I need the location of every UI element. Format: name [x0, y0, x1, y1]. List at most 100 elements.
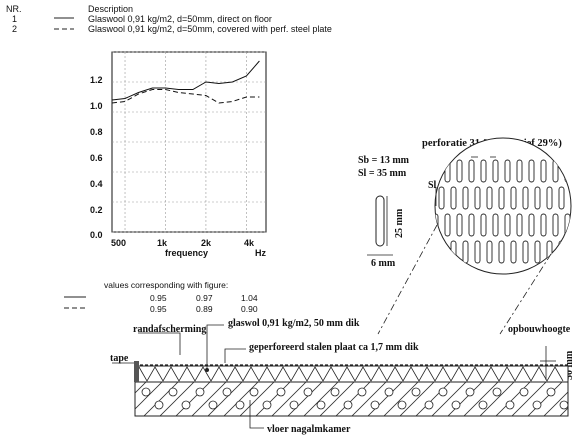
floor-void-25	[478, 400, 488, 410]
floor-slab	[134, 381, 569, 417]
slot-width-label: 6 mm	[371, 258, 396, 269]
legend-description-header: Description	[88, 4, 134, 14]
perforation-slot-7	[516, 159, 523, 183]
perforated-plate-label: geperforeerd stalen plaat ca 1,7 mm dik	[249, 342, 419, 353]
floor-void-12	[303, 387, 313, 397]
floor-void-20	[411, 387, 421, 397]
values-row-1-col-3: 1.04	[241, 293, 258, 303]
floor-void-13	[316, 400, 326, 410]
perforation-detail-circle	[434, 137, 572, 275]
perforation-slot-17	[486, 186, 493, 210]
floor-void-28	[519, 387, 529, 397]
perforation-slot-20	[522, 186, 529, 210]
floor-void-31	[559, 400, 569, 410]
perforation-slot-43	[486, 240, 493, 264]
perforation-slot-16	[474, 186, 481, 210]
perforation-slot-28	[456, 213, 463, 237]
floor-void-27	[505, 400, 515, 410]
opbouwhoogte-label: opbouwhoogte	[508, 324, 571, 335]
perforation-slot-44	[498, 240, 505, 264]
floor-void-26	[492, 387, 502, 397]
perforation-slot-47	[534, 240, 541, 264]
values-row-2-col-3: 0.90	[241, 304, 258, 314]
perforation-slot-3	[468, 159, 475, 183]
sl-value: Sl = 35 mm	[358, 168, 407, 179]
perforation-slot-9	[540, 159, 547, 183]
floor-void-0	[141, 387, 151, 397]
absorption-chart	[111, 51, 267, 233]
perforation-slot-15	[462, 186, 469, 210]
ytick-label-0-8: 0.8	[90, 127, 103, 137]
legend-row-1-text: Glaswool 0,91 kg/m2, d=50mm, direct on f…	[88, 14, 272, 24]
perforation-slot-1	[444, 159, 451, 183]
slot-example	[375, 195, 385, 247]
perforation-slot-27	[444, 213, 451, 237]
perforation-slot-36	[552, 213, 559, 237]
ytick-label-0-6: 0.6	[90, 153, 103, 163]
perforation-slot-32	[504, 213, 511, 237]
glaswol-leader	[206, 324, 224, 369]
floor-void-16	[357, 387, 367, 397]
perforation-slot-31	[492, 213, 499, 237]
perforation-slot-35	[540, 213, 547, 237]
ytick-label-0-0: 0.0	[90, 230, 103, 240]
perforation-slot-39	[438, 240, 445, 264]
floor-void-14	[330, 387, 340, 397]
glasswool-zigzag	[138, 366, 564, 382]
floor-void-6	[222, 387, 232, 397]
values-table-title: values corresponding with figure:	[104, 280, 229, 290]
vloer-leader	[249, 400, 264, 429]
series-1-line	[111, 60, 260, 101]
legend-row-2-nr: 2	[12, 24, 18, 34]
xtick-label-1k: 1k	[157, 238, 168, 248]
glaswol-label: glaswol 0,91 kg/m2, 50 mm dik	[228, 318, 360, 329]
ytick-label-0-4: 0.4	[90, 179, 103, 189]
floor-void-3	[181, 400, 191, 410]
floor-void-22	[438, 387, 448, 397]
floor-void-15	[343, 400, 353, 410]
perforation-slot-30	[480, 213, 487, 237]
floor-void-21	[424, 400, 434, 410]
values-row-2-col-2: 0.89	[196, 304, 213, 314]
detail-leader-left	[377, 224, 438, 335]
perforation-slot-19	[510, 186, 517, 210]
x-axis-label: frequency	[165, 248, 209, 258]
floor-void-23	[451, 400, 461, 410]
floor-void-2	[168, 387, 178, 397]
tape-label: tape	[110, 353, 129, 364]
perforation-slot-0	[435, 159, 439, 183]
xtick-label-4k: 4k	[244, 238, 255, 248]
randafscherming-label: randafscherming	[133, 324, 207, 335]
floor-void-8	[249, 387, 259, 397]
randafscherming-leader	[138, 332, 181, 355]
perforation-slot-13	[438, 186, 445, 210]
perforation-slot-6	[504, 159, 511, 183]
perforation-slot-5	[492, 159, 499, 183]
plate-leader	[224, 348, 246, 363]
perforation-slot-10	[552, 159, 559, 183]
perforation-slot-21	[534, 186, 541, 210]
floor-void-5	[208, 400, 218, 410]
legend-row-2-text: Glaswool 0,91 kg/m2, d=50mm, covered wit…	[88, 24, 332, 34]
legend-nr-header: NR.	[6, 4, 22, 14]
perforation-slot-14	[450, 186, 457, 210]
vloer-label: vloer nagalmkamer	[267, 424, 351, 435]
floor-section	[134, 361, 569, 417]
perforation-slot-40	[450, 240, 457, 264]
perforation-slot-33	[516, 213, 523, 237]
series-2-line	[111, 89, 260, 104]
xtick-label-500: 500	[111, 238, 127, 248]
floor-void-24	[465, 387, 475, 397]
floor-void-7	[235, 400, 245, 410]
floor-void-30	[546, 387, 556, 397]
ytick-label-1-0: 1.0	[90, 101, 103, 111]
perforation-slot-34	[528, 213, 535, 237]
floor-void-19	[397, 400, 407, 410]
floor-void-10	[276, 387, 286, 397]
floor-void-9	[262, 400, 272, 410]
perforation-slot-18	[498, 186, 505, 210]
perforation-slot-41	[462, 240, 469, 264]
perforation-slot-4	[480, 159, 487, 183]
floor-void-1	[154, 400, 164, 410]
